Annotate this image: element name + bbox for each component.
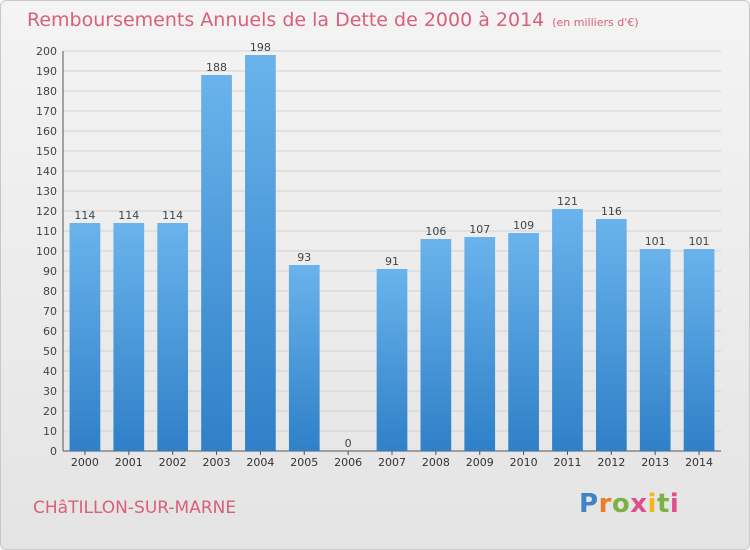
y-tick-label: 70: [43, 305, 57, 318]
y-tick-label: 200: [36, 45, 57, 58]
bar-2005: [288, 265, 320, 451]
x-tick-label-2002: 2002: [159, 456, 187, 469]
bar-2003: [201, 75, 232, 451]
x-tick-label-2006: 2006: [334, 456, 362, 469]
bar-2010: [508, 233, 539, 451]
y-tick-label: 170: [36, 105, 57, 118]
bar-2009: [464, 237, 496, 451]
x-tick-label-2009: 2009: [466, 456, 494, 469]
y-tick-label: 130: [36, 185, 57, 198]
x-tick-label-2013: 2013: [641, 456, 669, 469]
x-tick-label-2012: 2012: [597, 456, 625, 469]
y-tick-label: 0: [50, 445, 57, 458]
bars-layer: [69, 55, 715, 451]
y-tick-label: 10: [43, 425, 57, 438]
data-label-2009: 107: [469, 223, 490, 236]
bar-2002: [157, 223, 189, 451]
y-tick-label: 160: [36, 125, 57, 138]
bar-2014: [683, 249, 715, 451]
x-tick-label-2011: 2011: [553, 456, 581, 469]
x-tick-label-2001: 2001: [115, 456, 143, 469]
y-tick-label: 40: [43, 365, 57, 378]
bar-2012: [595, 219, 627, 451]
data-label-2003: 188: [206, 61, 227, 74]
data-label-2010: 109: [513, 219, 534, 232]
data-label-2006: 0: [345, 437, 352, 450]
commune-name: CHâTILLON-SUR-MARNE: [33, 498, 237, 518]
chart-unit: (en milliers d'€): [552, 16, 639, 29]
y-tick-label: 30: [43, 385, 57, 398]
bar-2008: [420, 239, 452, 451]
bar-2001: [113, 223, 145, 451]
x-tick-label-2008: 2008: [422, 456, 450, 469]
data-label-2007: 91: [385, 255, 399, 268]
bar-2000: [69, 223, 101, 451]
data-label-2002: 114: [162, 209, 183, 222]
y-tick-label: 190: [36, 65, 57, 78]
y-tick-label: 140: [36, 165, 57, 178]
bar-2013: [639, 249, 671, 451]
proxiti-logo: Proxiti: [579, 489, 680, 519]
chart-title-text: Remboursements Annuels de la Dette de 20…: [27, 9, 545, 31]
y-tick-label: 180: [36, 85, 57, 98]
data-label-2004: 198: [250, 41, 271, 54]
y-tick-label: 120: [36, 205, 57, 218]
bar-2004: [245, 55, 276, 451]
y-tick-label: 60: [43, 325, 57, 338]
chart-title: Remboursements Annuels de la Dette de 20…: [27, 9, 639, 31]
x-tick-label-2007: 2007: [378, 456, 406, 469]
data-label-2005: 93: [297, 251, 311, 264]
data-label-2013: 101: [645, 235, 666, 248]
x-tick-label-2010: 2010: [510, 456, 538, 469]
bar-2007: [376, 269, 408, 451]
labels-layer: 0 10 20 30 40 50 60 70 80 90 100 110 120 130 140 150 160…: [36, 41, 713, 469]
data-label-2001: 114: [118, 209, 139, 222]
data-label-2000: 114: [74, 209, 95, 222]
y-tick-label: 20: [43, 405, 57, 418]
y-tick-label: 50: [43, 345, 57, 358]
x-tick-label-2000: 2000: [71, 456, 99, 469]
data-label-2014: 101: [689, 235, 710, 248]
y-tick-label: 80: [43, 285, 57, 298]
x-tick-label-2004: 2004: [246, 456, 274, 469]
x-tick-label-2014: 2014: [685, 456, 713, 469]
y-tick-label: 110: [36, 225, 57, 238]
x-tick-label-2003: 2003: [203, 456, 231, 469]
data-label-2008: 106: [425, 225, 446, 238]
y-tick-label: 100: [36, 245, 57, 258]
y-tick-label: 150: [36, 145, 57, 158]
data-label-2012: 116: [601, 205, 622, 218]
x-tick-label-2005: 2005: [290, 456, 318, 469]
bar-2011: [552, 209, 583, 451]
data-label-2011: 121: [557, 195, 578, 208]
y-tick-label: 90: [43, 265, 57, 278]
